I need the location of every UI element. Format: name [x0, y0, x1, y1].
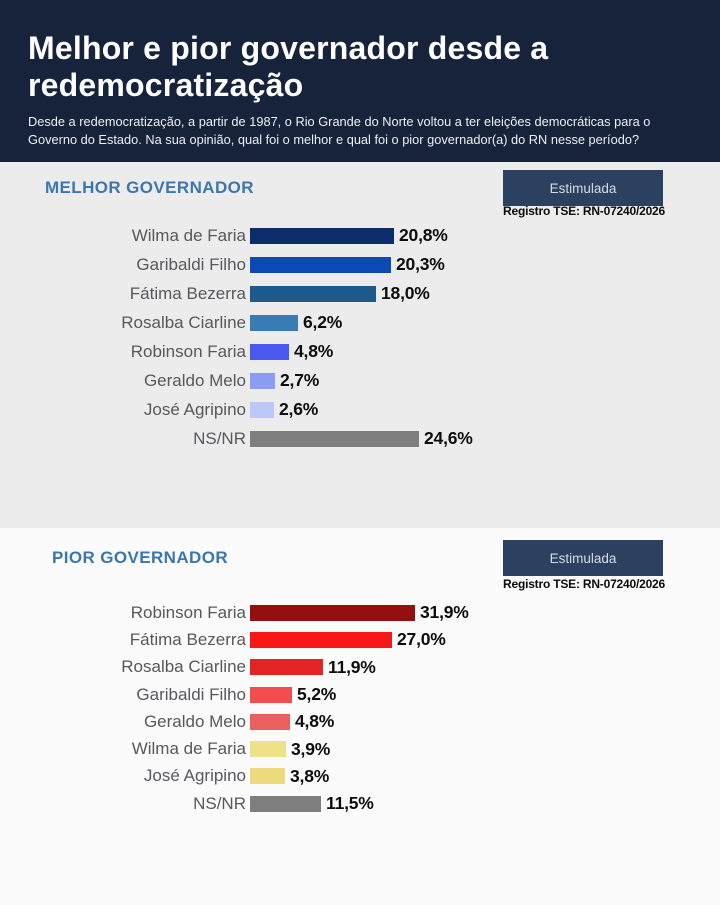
bar-row: Fátima Bezerra 18,0% — [0, 279, 720, 308]
bar-row: José Agripino 2,6% — [0, 395, 720, 424]
bar-label: NS/NR — [193, 793, 246, 813]
estimulada-badge: Estimulada — [503, 170, 663, 206]
bar-value-label: 6,2% — [303, 312, 343, 332]
bar-row: Geraldo Melo 4,8% — [0, 708, 720, 735]
page-title: Melhor e pior governador desde a redemoc… — [28, 30, 549, 104]
bar — [250, 401, 274, 418]
bar-value-label: 20,8% — [399, 225, 448, 245]
bar-label: Robinson Faria — [130, 341, 246, 361]
bar-row: Geraldo Melo 2,7% — [0, 366, 720, 395]
bar-row: Garibaldi Filho 20,3% — [0, 250, 720, 279]
bar — [250, 343, 289, 360]
section-title-melhor: MELHOR GOVERNADOR — [45, 178, 254, 197]
bar — [250, 768, 285, 785]
bar-label: Garibaldi Filho — [136, 254, 246, 274]
bar-row: NS/NR 11,5% — [0, 790, 720, 817]
tse-registry-note: Registro TSE: RN-07240/2026 — [503, 204, 666, 218]
bar — [250, 314, 298, 331]
bar-row: José Agripino 3,8% — [0, 763, 720, 790]
bar-label: Wilma de Faria — [131, 739, 246, 759]
bar — [250, 713, 290, 730]
bar-value-label: 2,7% — [280, 370, 320, 390]
bar-value-label: 4,8% — [294, 341, 334, 361]
bar-value-label: 11,9% — [328, 656, 376, 677]
bar-row: Fátima Bezerra 27,0% — [0, 626, 720, 653]
bar-value-label: 4,8% — [295, 711, 335, 732]
bar — [250, 256, 391, 273]
page-subtitle: Desde a redemocratização, a partir de 19… — [28, 114, 651, 148]
estimulada-badge: Estimulada — [503, 540, 663, 576]
bar-row: Rosalba Ciarline 11,9% — [0, 654, 720, 681]
bar-row: Wilma de Faria 20,8% — [0, 221, 720, 250]
section-title-pior: PIOR GOVERNADOR — [52, 548, 229, 567]
bar-value-label: 20,3% — [396, 254, 445, 274]
header: Melhor e pior governador desde a redemoc… — [0, 0, 720, 162]
bar-value-label: 27,0% — [397, 629, 446, 650]
bar-label: Rosalba Ciarline — [121, 312, 246, 332]
bar-label: Rosalba Ciarline — [121, 657, 246, 677]
bar-value-label: 11,5% — [326, 793, 374, 814]
bar-value-label: 2,6% — [279, 399, 319, 419]
bar-row: Robinson Faria 4,8% — [0, 337, 720, 366]
section-melhor-governador: MELHOR GOVERNADOR Estimulada Registro TS… — [0, 162, 720, 528]
bar — [250, 285, 376, 302]
bar-label: Fátima Bezerra — [129, 283, 246, 303]
bar-chart-melhor: Wilma de Faria 20,8% Garibaldi Filho 20,3% F… — [0, 221, 720, 453]
bar — [250, 659, 323, 676]
bar-label: Garibaldi Filho — [136, 684, 246, 704]
bar-value-label: 3,8% — [290, 765, 330, 786]
bar — [250, 795, 321, 812]
bar-value-label: 18,0% — [381, 283, 430, 303]
bar-value-label: 3,9% — [291, 738, 331, 759]
bar-row: Wilma de Faria 3,9% — [0, 735, 720, 762]
bar-value-label: 24,6% — [424, 428, 473, 448]
bar-chart-pior: Robinson Faria 31,9% Fátima Bezerra 27,0% Ro… — [0, 599, 720, 817]
bar-label: Robinson Faria — [130, 602, 246, 622]
bar-label: Geraldo Melo — [143, 370, 246, 390]
bar-label: Wilma de Faria — [131, 225, 246, 245]
bar — [250, 430, 419, 447]
bar-row: Robinson Faria 31,9% — [0, 599, 720, 626]
tse-registry-note: Registro TSE: RN-07240/2026 — [503, 577, 666, 591]
bar — [250, 227, 394, 244]
bar — [250, 686, 292, 703]
section-pior-governador: PIOR GOVERNADOR Estimulada Registro TSE:… — [0, 528, 720, 905]
bar-label: José Agripino — [143, 766, 246, 786]
bar-label: Fátima Bezerra — [129, 629, 246, 649]
bar-value-label: 5,2% — [297, 684, 337, 705]
bar — [250, 741, 286, 758]
bar-value-label: 31,9% — [420, 602, 469, 623]
bar-row: NS/NR 24,6% — [0, 424, 720, 453]
bar — [250, 372, 275, 389]
bar — [250, 631, 392, 648]
bar-label: NS/NR — [193, 428, 246, 448]
bar-row: Rosalba Ciarline 6,2% — [0, 308, 720, 337]
bar-label: José Agripino — [143, 399, 246, 419]
bar-label: Geraldo Melo — [143, 711, 246, 731]
bar-row: Garibaldi Filho 5,2% — [0, 681, 720, 708]
bar — [250, 604, 415, 621]
